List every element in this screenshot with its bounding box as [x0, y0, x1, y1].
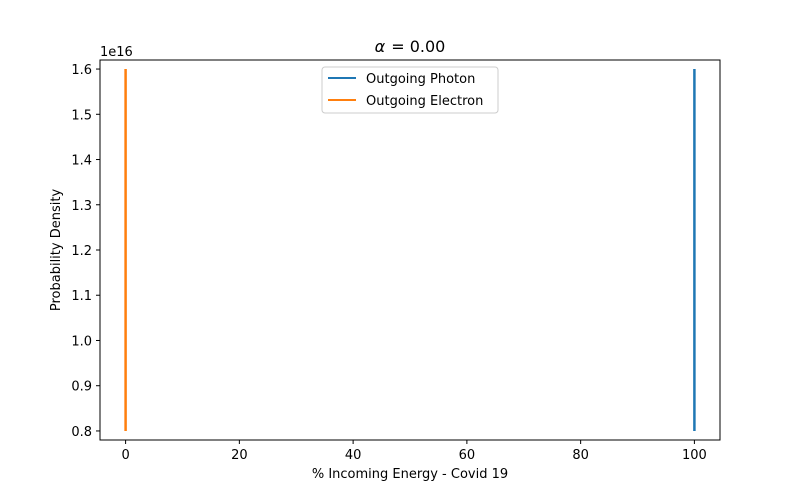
y-tick-label: 1.1	[71, 289, 92, 304]
chart-title: α = 0.00	[375, 37, 446, 56]
y-tick-label: 1.5	[71, 108, 92, 123]
y-tick-label: 1.0	[71, 334, 92, 349]
y-tick-label: 1.3	[71, 199, 92, 214]
plot-frame	[99, 59, 721, 441]
y-tick-label: 1.2	[71, 244, 92, 259]
ticks-layer: 0 20 40 60 80 100 0.8 0.9 1.0 1.1 1.2 1.3 1.4 1.5 1.6	[71, 63, 707, 463]
legend-box	[321, 66, 499, 114]
legend-label-outgoing-electron: Outgoing Electron	[366, 94, 483, 109]
y-axis-label: Probability Density	[49, 189, 64, 312]
y-offset-label: 1e16	[100, 45, 133, 60]
legend: Outgoing Photon Outgoing Electron	[321, 66, 499, 114]
y-tick-label: 0.8	[71, 425, 92, 440]
y-tick-label: 1.4	[71, 154, 92, 169]
x-tick-label: 20	[231, 448, 248, 463]
legend-label-outgoing-photon: Outgoing Photon	[366, 72, 475, 87]
x-tick-label: 60	[459, 448, 476, 463]
y-tick-label: 0.9	[71, 380, 92, 395]
series-layer	[124, 69, 696, 431]
y-tick-label: 1.6	[71, 63, 92, 78]
x-tick-label: 100	[682, 448, 707, 463]
x-axis-label: % Incoming Energy - Covid 19	[312, 467, 508, 482]
x-tick-label: 40	[345, 448, 362, 463]
x-tick-label: 0	[121, 448, 129, 463]
x-tick-label: 80	[572, 448, 589, 463]
